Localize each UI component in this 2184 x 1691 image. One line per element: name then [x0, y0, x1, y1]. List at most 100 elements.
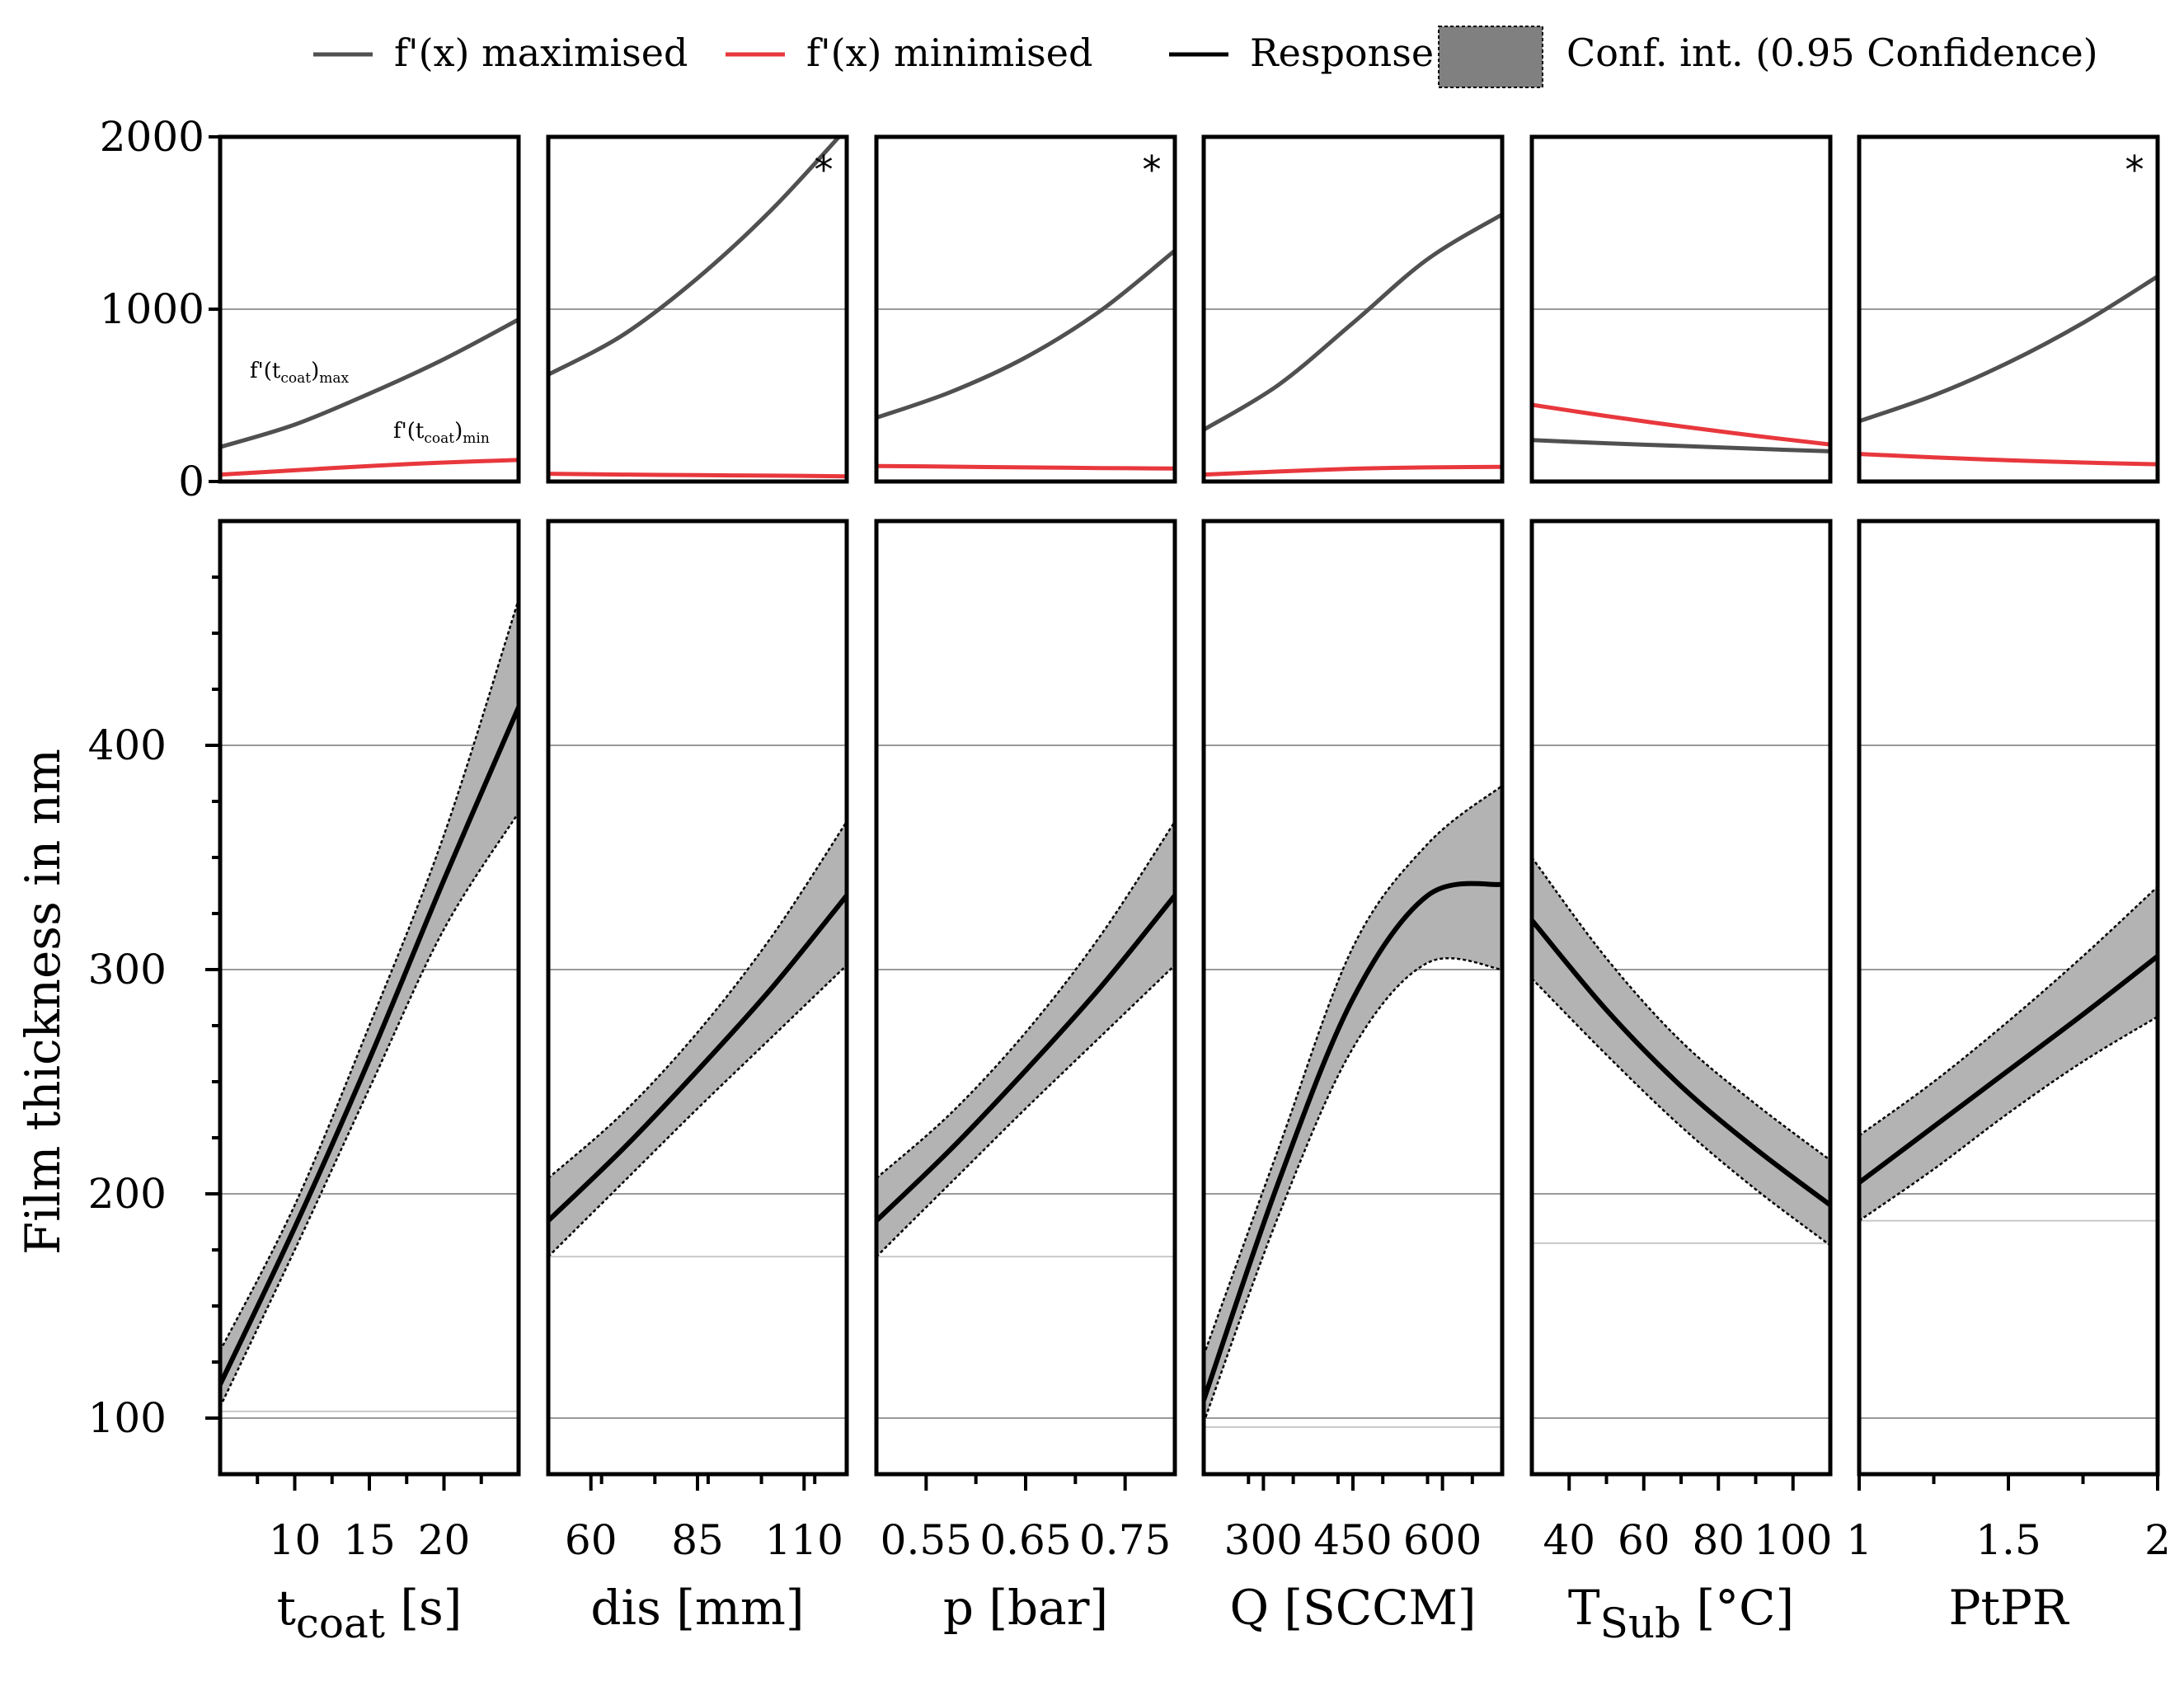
legend-item: f'(x) maximised [313, 31, 688, 75]
x-tick-label: 450 [1313, 1516, 1392, 1564]
y-tick-label: 1000 [100, 285, 204, 333]
annotation-sub: min [463, 430, 490, 447]
x-axis-title-sub: Sub [1600, 1599, 1681, 1647]
x-tick-label: 20 [418, 1516, 471, 1564]
response-line [220, 706, 519, 1386]
x-tick-label: 110 [765, 1516, 843, 1564]
y-tick-label: 200 [88, 1170, 167, 1218]
x-axis-title: TSub [°C] [1568, 1580, 1794, 1647]
x-axis-title-unit: [°C] [1681, 1580, 1794, 1636]
x-tick-label: 0.55 [881, 1516, 972, 1564]
response-line [1532, 918, 1830, 1208]
confidence-lower [1204, 957, 1502, 1423]
series-line-min [1204, 464, 1502, 477]
y-tick-label: 100 [88, 1394, 167, 1442]
x-tick-label: 1 [1846, 1516, 1872, 1564]
annotation-min: f'(tcoat)min [393, 419, 490, 447]
series-line-min [876, 463, 1175, 471]
legend-swatch [1438, 26, 1543, 88]
response-panel: 1 1.5 2 PtPR [1846, 519, 2171, 1636]
derivative-row: 0 1000 2000 f'(tcoat)max f'(tcoat)min * * * [100, 113, 2160, 505]
series-line-min [548, 472, 847, 479]
confidence-upper [1859, 885, 2158, 1137]
confidence-band [1859, 886, 2158, 1221]
confidence-lower [548, 964, 847, 1258]
legend-item: Response [1169, 31, 1434, 75]
annotation-sub: coat [280, 370, 311, 387]
x-axis-title: PtPR [1948, 1580, 2069, 1636]
x-tick-label: 1.5 [1975, 1516, 2041, 1564]
response-panel: 40 60 80 100 TSub [°C] [1529, 519, 1833, 1647]
confidence-band [1204, 786, 1502, 1423]
x-axis-title: p [bar] [943, 1580, 1108, 1636]
response-row: 100 200 300 400 10 15 20 tcoat [s] 60 85 110 dis [m… [88, 519, 2171, 1647]
x-axis-title: tcoat [s] [277, 1580, 463, 1647]
x-axis-title: Q [SCCM] [1229, 1580, 1476, 1636]
x-tick-label: 80 [1692, 1516, 1745, 1564]
confidence-lower [1859, 1016, 2158, 1222]
panel-frame [218, 519, 521, 1477]
series-line-max [548, 137, 842, 377]
legend-label: Conf. int. (0.95 Confidence) [1566, 31, 2098, 75]
panel-frame [874, 134, 1177, 484]
confidence-band [1532, 857, 1830, 1246]
panel-frame [1201, 134, 1505, 484]
series-line-min [1859, 452, 2158, 467]
series-line-max [876, 248, 1175, 420]
x-tick-label: 15 [343, 1516, 396, 1564]
x-tick-label: 60 [1618, 1516, 1670, 1564]
x-axis-title-unit: [s] [385, 1580, 462, 1636]
x-axis-title: dis [mm] [590, 1580, 804, 1636]
annotation-max: f'(tcoat)max [250, 359, 350, 387]
confidence-lower [1532, 978, 1830, 1247]
x-tick-label: 40 [1543, 1516, 1595, 1564]
confidence-upper [1532, 857, 1830, 1162]
derivative-panel: * [874, 134, 1177, 484]
derivative-panel: * [1857, 134, 2160, 484]
x-axis-title-sub: coat [296, 1599, 385, 1647]
y-tick-label: 0 [178, 458, 204, 505]
x-tick-label: 0.75 [1079, 1516, 1171, 1564]
panel-frame [1529, 134, 1833, 484]
confidence-upper [1204, 785, 1502, 1356]
response-line [876, 894, 1175, 1223]
derivative-panel [1529, 134, 1833, 484]
y-tick-label: 400 [88, 721, 167, 769]
confidence-upper [220, 599, 519, 1351]
response-line [1204, 881, 1502, 1402]
series-line-min [1532, 402, 1830, 447]
confidence-band [548, 821, 847, 1257]
x-tick-label: 600 [1403, 1516, 1482, 1564]
significance-star: * [2125, 148, 2144, 192]
confidence-band [876, 821, 1175, 1257]
legend-item: f'(x) minimised [726, 31, 1092, 75]
series-line-max [1204, 212, 1502, 432]
response-panel: 10 15 20 tcoat [s] [205, 519, 521, 1647]
x-tick-label: 100 [1754, 1516, 1832, 1564]
x-tick-label: 2 [2144, 1516, 2171, 1564]
series-line-min [220, 458, 519, 477]
response-panel: 0.55 0.65 0.75 p [bar] [874, 519, 1177, 1636]
annotation-sub: coat [424, 430, 454, 447]
response-line [1859, 954, 2158, 1185]
x-tick-label: 300 [1224, 1516, 1303, 1564]
legend-label: f'(x) minimised [806, 31, 1092, 75]
x-tick-label: 0.65 [979, 1516, 1071, 1564]
legend: f'(x) maximised f'(x) minimised Response Co… [313, 26, 2098, 88]
confidence-upper [548, 820, 847, 1179]
legend-label: Response [1250, 31, 1434, 75]
x-tick-label: 10 [269, 1516, 322, 1564]
confidence-lower [876, 964, 1175, 1258]
panel-frame [1857, 134, 2160, 484]
annotation-sub: max [319, 370, 349, 387]
series-line-max [1859, 275, 2158, 424]
x-tick-label: 85 [671, 1516, 724, 1564]
panel-frame [546, 134, 849, 484]
derivative-panel: f'(tcoat)max f'(tcoat)min [209, 134, 521, 484]
confidence-upper [876, 820, 1175, 1179]
significance-star: * [815, 148, 834, 192]
x-tick-label: 60 [565, 1516, 618, 1564]
derivative-panel [1201, 134, 1505, 484]
y-tick-label: 300 [88, 946, 167, 993]
